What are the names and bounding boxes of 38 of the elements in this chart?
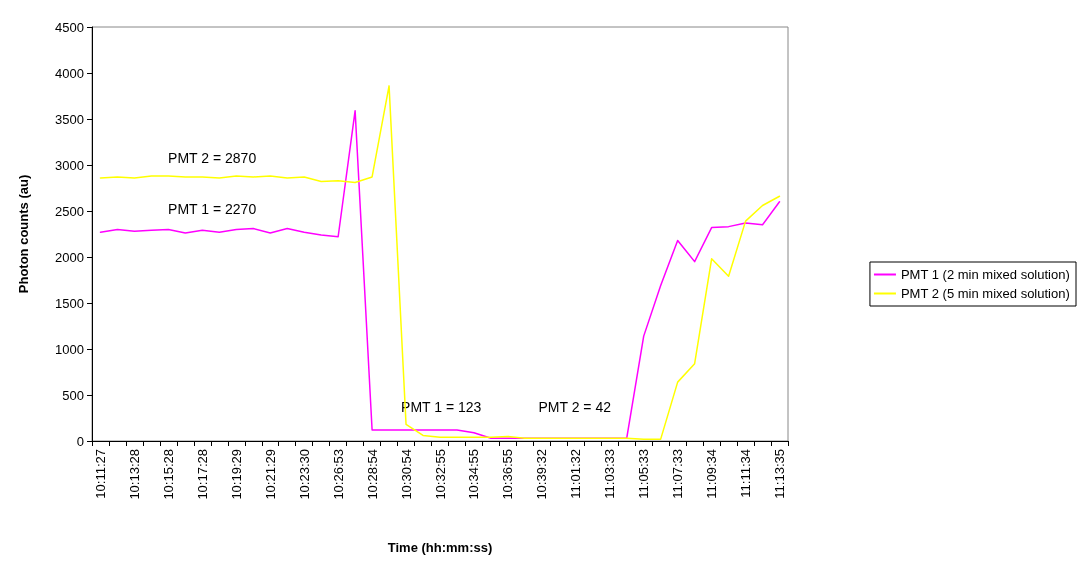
x-tick-label: 10:23:30 [296, 449, 312, 500]
x-tick-label: 10:17:28 [194, 449, 210, 500]
legend-label: PMT 2 (5 min mixed solution) [900, 286, 1070, 301]
y-tick-label: 3000 [55, 157, 84, 173]
x-tick-label: 11:09:34 [704, 449, 720, 499]
y-axis-title: Photon counts (au) [16, 174, 31, 294]
x-tick-label: 11:13:35 [772, 449, 788, 499]
x-tick-label: 10:15:28 [160, 449, 176, 500]
x-tick-label: 10:34:55 [466, 449, 482, 500]
legend-label: PMT 1 (2 min mixed solution) [900, 267, 1070, 282]
x-tick-label: 10:13:28 [126, 449, 142, 500]
x-axis-title: Time (hh:mm:ss) [387, 540, 493, 555]
x-tick-label: 10:36:55 [500, 449, 516, 500]
annotation: PMT 2 = 2870 [168, 149, 257, 166]
y-tick-label: 1500 [55, 295, 84, 311]
x-tick-label: 10:11:27 [92, 449, 108, 499]
x-tick-label: 11:05:33 [636, 449, 652, 499]
x-tick-label: 10:30:54 [398, 449, 414, 500]
x-tick-label: 10:32:55 [432, 449, 448, 500]
x-tick-label: 11:01:32 [568, 449, 584, 499]
y-tick-label: 3500 [55, 111, 84, 127]
y-tick-label: 0 [76, 433, 84, 449]
y-tick-label: 500 [62, 387, 84, 403]
x-tick-label: 11:11:34 [738, 449, 754, 498]
y-tick-label: 1000 [55, 341, 84, 357]
y-tick-label: 4000 [55, 65, 84, 81]
x-tick-label: 10:19:29 [228, 449, 244, 500]
annotation: PMT 1 = 2270 [168, 201, 257, 218]
x-tick-label: 11:03:33 [602, 449, 618, 499]
x-tick-label: 10:39:32 [534, 449, 550, 500]
x-tick-label: 10:21:29 [262, 449, 278, 500]
y-tick-label: 4500 [55, 19, 84, 35]
y-tick-label: 2500 [55, 203, 84, 219]
y-tick-label: 2000 [55, 249, 84, 265]
x-tick-label: 10:28:54 [364, 449, 380, 500]
x-tick-label: 11:07:33 [670, 449, 686, 499]
annotation: PMT 2 = 42 [538, 398, 612, 415]
x-tick-label: 10:26:53 [330, 449, 346, 500]
